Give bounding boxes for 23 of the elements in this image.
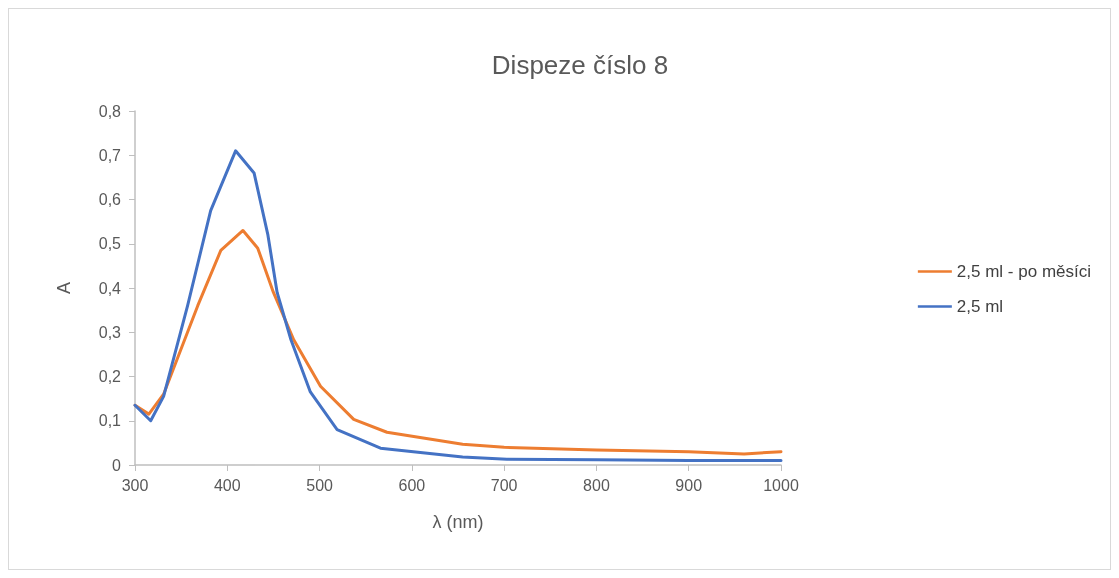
y-tick-label: 0,8	[98, 102, 122, 120]
x-tick-label: 600	[398, 476, 426, 494]
chart-title: Dispeze číslo 8	[491, 50, 669, 80]
line-series	[133, 228, 783, 456]
y-tick-label: 0	[112, 456, 122, 474]
x-tick-label: 500	[306, 476, 334, 494]
y-tick-label: 0,7	[98, 146, 122, 164]
y-axis-title: A	[54, 281, 74, 295]
x-tick-label: 800	[583, 476, 610, 494]
x-tick-label: 700	[490, 476, 518, 494]
x-tick-label: 400	[213, 476, 241, 494]
legend-label: 2,5 ml - po měsíci	[956, 262, 1092, 281]
y-tick-label: 0,4	[98, 279, 122, 297]
legend-label: 2,5 ml	[956, 297, 1004, 316]
x-tick-label: 300	[121, 476, 149, 494]
y-tick-label: 0,5	[98, 235, 122, 253]
y-tick-label: 0,3	[98, 323, 122, 341]
y-tick-label: 0,6	[98, 191, 122, 208]
x-tick-label: 1000	[763, 476, 799, 494]
x-tick-label: 900	[675, 476, 703, 494]
y-tick-label: 0,2	[98, 368, 122, 385]
x-axis-title: λ (nm)	[432, 512, 484, 532]
y-tick-label: 0,1	[98, 412, 122, 430]
